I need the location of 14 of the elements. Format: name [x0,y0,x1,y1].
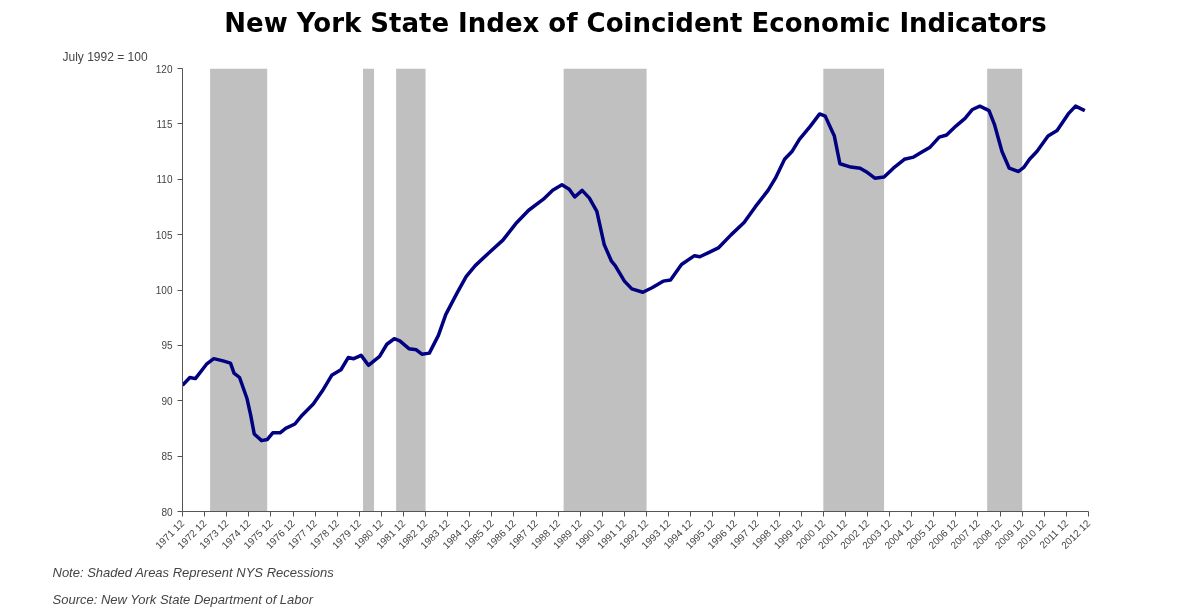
y-tick-label: 120 [155,63,173,75]
y-tick-label: 100 [155,285,173,296]
text: Note: Shaded Areas Represent NYS Recessions [52,564,335,580]
y-tick-label: 85 [161,451,173,463]
y-tick-label: 90 [161,395,173,407]
line-series [182,104,1087,443]
y-tick-label: 80 [161,506,173,518]
y-tick-label: 105 [155,229,173,241]
y-tick-label: 110 [156,174,173,186]
source-note: Source: New York State Department of Labor [52,591,314,607]
y-tick-label: 95 [161,340,173,352]
chart-subtitle: July 1992 = 100 [62,49,148,64]
chart-title: New York State Index of Coincident Economic Indicators [224,7,1047,38]
y-tick-label: 115 [156,118,173,130]
